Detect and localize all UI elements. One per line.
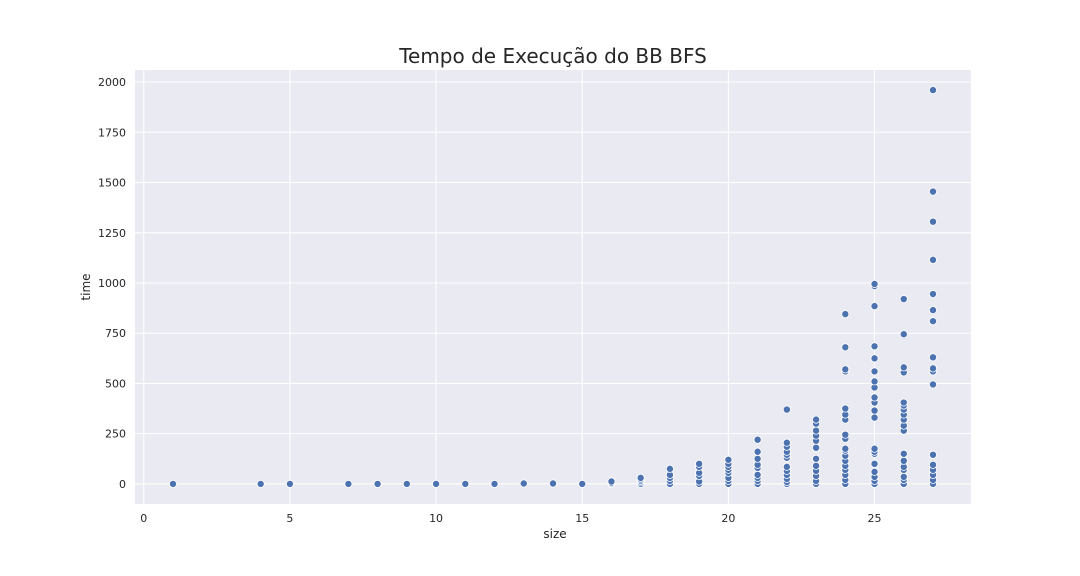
data-point — [929, 353, 938, 362]
data-point — [870, 393, 879, 402]
data-point — [724, 455, 733, 464]
data-point — [899, 363, 908, 372]
data-point — [344, 479, 353, 488]
data-point — [402, 479, 411, 488]
data-point — [899, 398, 908, 407]
data-point — [753, 454, 762, 463]
data-point — [841, 430, 850, 439]
data-point — [929, 255, 938, 264]
data-point — [753, 435, 762, 444]
data-point — [899, 449, 908, 458]
y-tick-label: 750 — [105, 327, 126, 340]
data-point — [870, 279, 879, 288]
y-tick-label: 2000 — [98, 76, 126, 89]
data-point — [695, 459, 704, 468]
data-point — [929, 317, 938, 326]
data-point — [899, 330, 908, 339]
data-point — [168, 479, 177, 488]
data-point — [929, 380, 938, 389]
data-point — [665, 464, 674, 473]
x-tick-label: 10 — [429, 512, 443, 525]
data-point — [929, 86, 938, 95]
x-axis-ticks: 0 5 10 15 20 25 — [140, 512, 881, 525]
y-axis-title: time — [79, 273, 93, 300]
data-point — [607, 477, 616, 486]
data-point — [461, 479, 470, 488]
data-point — [870, 342, 879, 351]
data-point — [812, 461, 821, 470]
data-point — [899, 456, 908, 465]
data-point — [870, 467, 879, 476]
data-point — [841, 343, 850, 352]
data-point — [812, 415, 821, 424]
data-point — [899, 472, 908, 481]
data-point — [929, 290, 938, 299]
data-point — [929, 364, 938, 373]
data-point — [899, 295, 908, 304]
data-point — [929, 306, 938, 315]
data-point — [929, 217, 938, 226]
data-point — [753, 470, 762, 479]
plot-background — [135, 70, 971, 504]
data-point — [812, 454, 821, 463]
data-point — [549, 479, 558, 488]
data-point — [841, 444, 850, 453]
data-point — [432, 479, 441, 488]
data-point — [519, 479, 528, 488]
y-tick-label: 1500 — [98, 177, 126, 190]
y-tick-label: 1250 — [98, 227, 126, 240]
data-point — [870, 367, 879, 376]
data-point — [256, 479, 265, 488]
data-point — [812, 426, 821, 435]
y-tick-label: 1750 — [98, 126, 126, 139]
data-point — [841, 365, 850, 374]
data-point — [929, 450, 938, 459]
data-point — [870, 406, 879, 415]
y-tick-label: 500 — [105, 377, 126, 390]
data-point — [870, 444, 879, 453]
x-tick-label: 15 — [575, 512, 589, 525]
data-point — [782, 438, 791, 447]
data-point — [870, 413, 879, 422]
data-point — [812, 443, 821, 452]
x-axis-title: size — [543, 527, 566, 541]
data-point — [870, 459, 879, 468]
grid-lines — [135, 70, 971, 504]
data-point — [285, 479, 294, 488]
x-tick-label: 25 — [868, 512, 882, 525]
data-point — [841, 404, 850, 413]
data-point — [578, 479, 587, 488]
y-tick-label: 1000 — [98, 277, 126, 290]
data-point — [870, 377, 879, 386]
y-axis-ticks: 0 250 500 750 1000 1250 1500 1750 2000 — [98, 76, 126, 491]
y-tick-label: 0 — [119, 478, 126, 491]
data-point — [929, 187, 938, 196]
data-points — [168, 86, 938, 488]
x-tick-label: 0 — [140, 512, 147, 525]
data-point — [929, 460, 938, 469]
x-tick-label: 20 — [721, 512, 735, 525]
data-point — [373, 479, 382, 488]
chart-title: Tempo de Execução do BB BFS — [398, 44, 707, 68]
data-point — [841, 310, 850, 319]
data-point — [636, 473, 645, 482]
x-tick-label: 5 — [286, 512, 293, 525]
data-point — [490, 479, 499, 488]
data-point — [753, 447, 762, 456]
y-tick-label: 250 — [105, 428, 126, 441]
data-point — [782, 405, 791, 414]
data-point — [870, 302, 879, 311]
data-point — [782, 462, 791, 471]
data-point — [870, 354, 879, 363]
